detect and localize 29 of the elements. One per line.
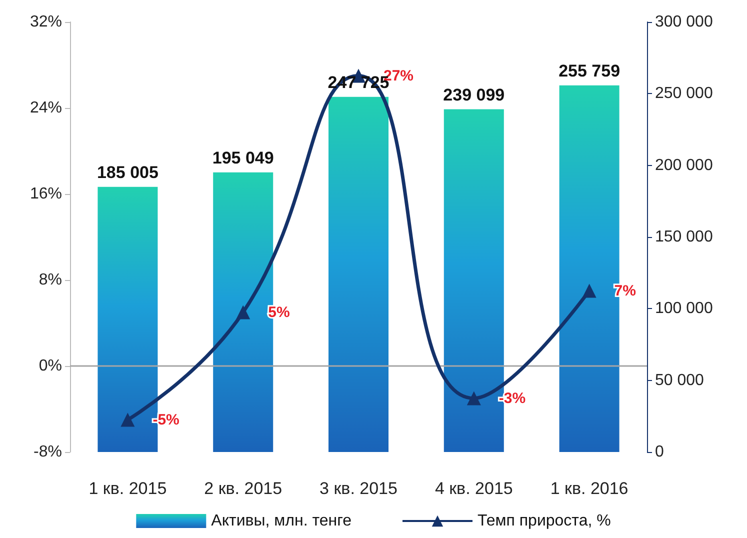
y-tick-label: 8% — [38, 272, 62, 288]
data-label: 255 759 — [558, 61, 620, 80]
point — [236, 305, 250, 320]
bar — [328, 96, 389, 452]
legend-label: Активы, млн. тенге — [211, 512, 352, 530]
point — [466, 391, 481, 406]
legend-label: Темп прироста, % — [477, 512, 611, 530]
y-tick-label: 24% — [30, 100, 62, 116]
data-label: 195 049 — [212, 148, 274, 168]
y-tick-label: -8% — [34, 444, 62, 460]
y-tick-label: 0% — [38, 358, 62, 374]
y2-tick-label: 150 000 — [655, 228, 713, 246]
y2-tick-label: 250 000 — [655, 85, 713, 102]
y-tick-label: 16% — [30, 186, 62, 202]
point — [120, 412, 135, 427]
point — [582, 284, 596, 298]
x-tick-label: 2 кв. 2015 — [204, 479, 282, 498]
y-tick-label: 32% — [30, 14, 62, 30]
y2-tick-label: 200 000 — [655, 156, 713, 174]
x-tick-label: 4 кв. 2015 — [434, 479, 513, 498]
x-tick-label: 1 кв. 2016 — [550, 479, 628, 498]
y2-tick-label: 100 000 — [655, 300, 713, 318]
x-tick-label: 3 кв. 2015 — [320, 479, 398, 498]
data-label: 239 099 — [443, 85, 505, 104]
data-label: 185 005 — [96, 162, 158, 182]
y2-tick-label: 300 000 — [655, 14, 713, 30]
y2-tick-label: 50 000 — [655, 372, 704, 389]
y2-tick-label: 0 — [655, 444, 664, 460]
x-tick-label: 1 кв. 2015 — [88, 479, 167, 498]
